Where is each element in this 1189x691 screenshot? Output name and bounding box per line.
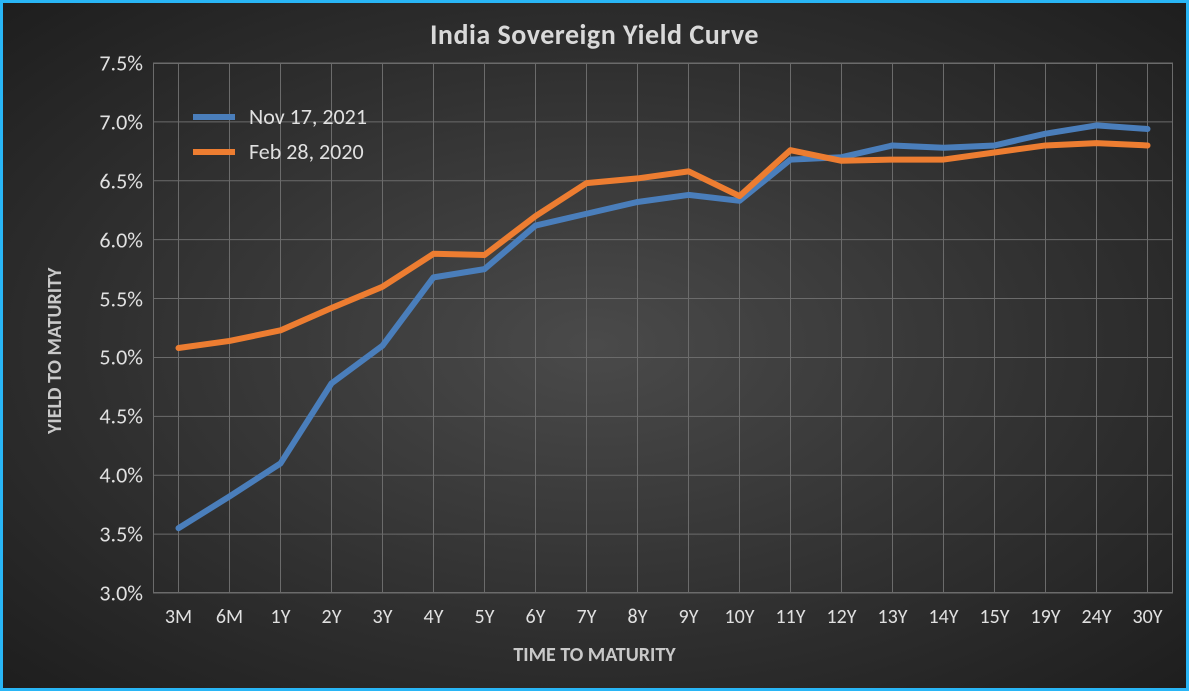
x-axis-label: TIME TO MATURITY [3,643,1186,667]
x-tick: 6Y [526,605,546,629]
x-tick: 10Y [724,605,754,629]
x-tick: 1Y [271,605,291,629]
y-tick: 7.5% [73,50,143,77]
y-tick: 4.0% [73,462,143,489]
y-tick: 4.5% [73,403,143,430]
x-tick: 9Y [679,605,699,629]
legend-swatch [193,114,235,120]
x-tick: 30Y [1132,605,1162,629]
y-tick: 5.0% [73,344,143,371]
legend: Nov 17, 2021 Feb 28, 2020 [193,103,367,173]
legend-item: Feb 28, 2020 [193,138,367,165]
x-tick: 13Y [877,605,907,629]
legend-swatch [193,149,235,155]
legend-label: Nov 17, 2021 [249,103,367,130]
x-tick: 11Y [775,605,805,629]
x-tick: 2Y [322,605,342,629]
y-tick: 6.0% [73,226,143,253]
y-axis-label: YIELD TO MATURITY [43,268,67,434]
y-tick: 3.5% [73,521,143,548]
y-tick: 6.5% [73,167,143,194]
x-tick: 19Y [1030,605,1060,629]
x-tick: 3M [165,605,192,629]
yield-curve-chart: India Sovereign Yield Curve YIELD TO MAT… [0,0,1189,691]
legend-item: Nov 17, 2021 [193,103,367,130]
x-tick: 7Y [577,605,597,629]
x-tick: 15Y [979,605,1009,629]
y-tick: 5.5% [73,285,143,312]
y-tick: 3.0% [73,580,143,607]
x-tick: 3Y [373,605,393,629]
chart-title: India Sovereign Yield Curve [3,17,1186,52]
y-tick: 7.0% [73,108,143,135]
x-tick: 24Y [1081,605,1111,629]
x-tick: 8Y [628,605,648,629]
x-tick: 14Y [928,605,958,629]
legend-label: Feb 28, 2020 [249,138,364,165]
x-tick: 5Y [475,605,495,629]
x-tick: 12Y [826,605,856,629]
x-tick: 4Y [424,605,444,629]
x-tick: 6M [216,605,243,629]
